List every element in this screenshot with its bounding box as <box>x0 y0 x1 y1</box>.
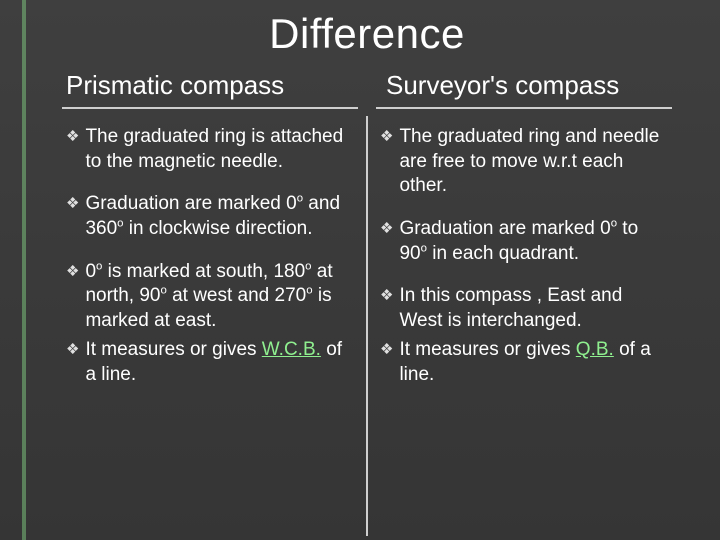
bullet-text: 0o is marked at south, 180o at north, 90… <box>85 260 354 334</box>
accent-bar <box>22 0 26 540</box>
bullet-icon: ❖ <box>66 260 79 284</box>
bullet-icon: ❖ <box>66 125 79 149</box>
bullet-icon: ❖ <box>380 125 393 149</box>
bullet-icon: ❖ <box>66 192 79 216</box>
slide: Difference Prismatic compass ❖ The gradu… <box>0 0 720 536</box>
column-header-left: Prismatic compass <box>62 70 358 109</box>
bullet-icon: ❖ <box>380 284 393 308</box>
list-item: ❖ The graduated ring is attached to the … <box>62 125 358 174</box>
bullet-text: Graduation are marked 0o to 90o in each … <box>399 217 668 266</box>
bullet-text: The graduated ring and needle are free t… <box>399 125 668 199</box>
bullet-icon: ❖ <box>380 217 393 241</box>
bullet-text: Graduation are marked 0o and 360o in clo… <box>85 192 354 241</box>
bullet-text: It measures or gives Q.B. of a line. <box>399 338 668 387</box>
slide-title: Difference <box>54 10 680 58</box>
column-surveyor: Surveyor's compass ❖ The graduated ring … <box>368 70 680 536</box>
column-header-right: Surveyor's compass <box>376 70 672 109</box>
list-item: ❖ Graduation are marked 0o to 90o in eac… <box>376 217 672 266</box>
bullet-text: In this compass , East and West is inter… <box>399 284 668 333</box>
column-prismatic: Prismatic compass ❖ The graduated ring i… <box>54 70 366 536</box>
bullet-text: The graduated ring is attached to the ma… <box>85 125 354 174</box>
comparison-columns: Prismatic compass ❖ The graduated ring i… <box>54 70 680 536</box>
list-item: ❖ In this compass , East and West is int… <box>376 284 672 333</box>
list-item: ❖ Graduation are marked 0o and 360o in c… <box>62 192 358 241</box>
bullet-text: It measures or gives W.C.B. of a line. <box>85 338 354 387</box>
bullet-icon: ❖ <box>380 338 393 362</box>
list-item: ❖ It measures or gives Q.B. of a line. <box>376 338 672 387</box>
list-item: ❖ 0o is marked at south, 180o at north, … <box>62 260 358 334</box>
list-item: ❖ It measures or gives W.C.B. of a line. <box>62 338 358 387</box>
bullet-icon: ❖ <box>66 338 79 362</box>
list-item: ❖ The graduated ring and needle are free… <box>376 125 672 199</box>
